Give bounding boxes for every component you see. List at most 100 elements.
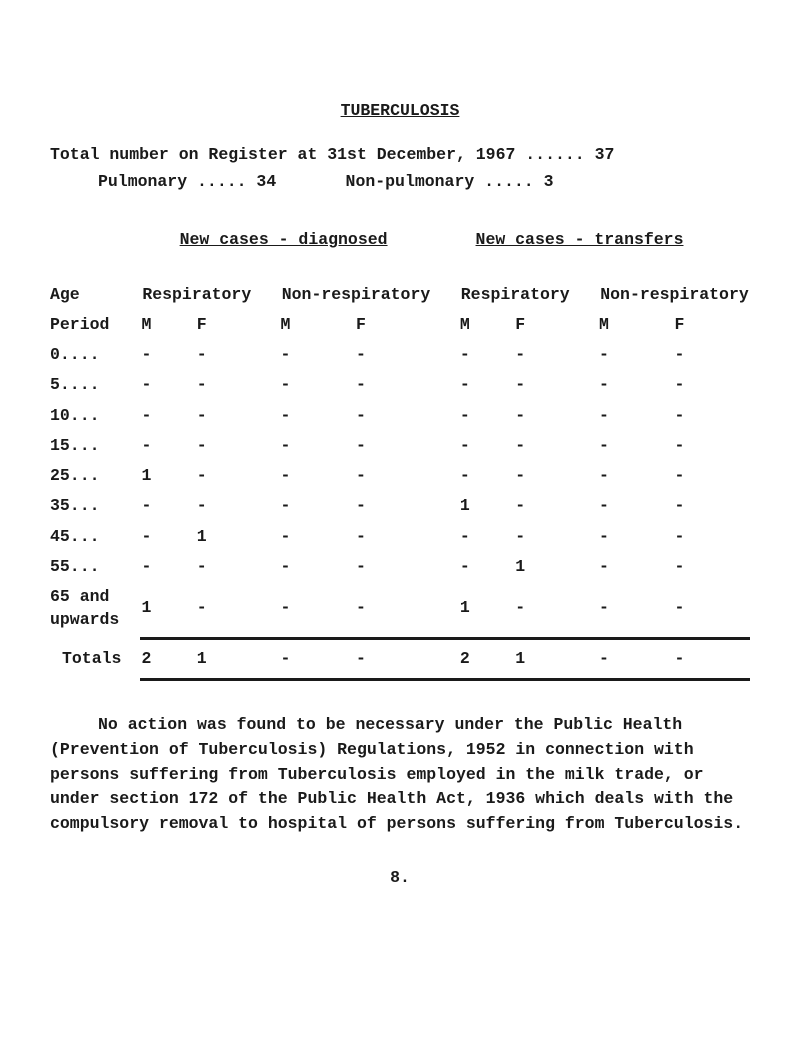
totals-cell: - xyxy=(281,644,356,674)
totals-cell: - xyxy=(356,644,431,674)
age-label: Age xyxy=(50,280,141,310)
value-cell: - xyxy=(281,431,356,461)
m-head: M xyxy=(599,310,674,340)
gap-cell xyxy=(571,552,599,582)
value-cell: - xyxy=(141,522,196,552)
diag-resp-head: Respiratory xyxy=(141,280,252,310)
value-cell: - xyxy=(599,491,674,521)
value-cell: - xyxy=(197,552,252,582)
f-head: F xyxy=(356,310,431,340)
value-cell: - xyxy=(460,401,515,431)
period-cell: 35... xyxy=(50,491,141,521)
gap-cell xyxy=(431,431,459,461)
value-cell: - xyxy=(460,431,515,461)
value-cell: 1 xyxy=(197,522,252,552)
period-cell: 25... xyxy=(50,461,141,491)
value-cell: - xyxy=(674,552,750,582)
value-cell: 1 xyxy=(460,582,515,635)
value-cell: - xyxy=(674,491,750,521)
table-row: 0....-------- xyxy=(50,340,750,370)
value-cell: - xyxy=(515,582,570,635)
value-cell: - xyxy=(356,340,431,370)
value-cell: - xyxy=(599,522,674,552)
value-cell: - xyxy=(674,522,750,552)
gap-cell xyxy=(571,431,599,461)
gap-cell xyxy=(571,582,599,635)
value-cell: - xyxy=(197,491,252,521)
gap-cell xyxy=(252,552,280,582)
diagnosed-heading: New cases - diagnosed xyxy=(180,230,388,249)
value-cell: - xyxy=(674,461,750,491)
gap-cell xyxy=(431,340,459,370)
col-head-row-2: Period M F M F M F M F xyxy=(50,310,750,340)
table-row: 15...-------- xyxy=(50,431,750,461)
value-cell: 1 xyxy=(515,552,570,582)
value-cell: - xyxy=(515,461,570,491)
value-cell: - xyxy=(356,491,431,521)
totals-cell: - xyxy=(674,644,750,674)
page-number: 8. xyxy=(50,867,750,889)
tb-table: Age Respiratory Non-respiratory Respirat… xyxy=(50,280,750,685)
value-cell: - xyxy=(356,370,431,400)
f-head: F xyxy=(674,310,750,340)
diag-nonresp-head: Non-respiratory xyxy=(281,280,432,310)
value-cell: - xyxy=(599,582,674,635)
value-cell: - xyxy=(515,340,570,370)
value-cell: - xyxy=(356,401,431,431)
rule-below-totals xyxy=(140,678,750,681)
value-cell: - xyxy=(141,431,196,461)
table-row: 10...-------- xyxy=(50,401,750,431)
value-cell: - xyxy=(515,370,570,400)
page: TUBERCULOSIS Total number on Register at… xyxy=(0,0,800,889)
value-cell: - xyxy=(197,582,252,635)
register-breakdown-line: Pulmonary ..... 34 Non-pulmonary ..... 3 xyxy=(50,171,750,193)
period-cell: 0.... xyxy=(50,340,141,370)
value-cell: - xyxy=(281,522,356,552)
value-cell: - xyxy=(141,340,196,370)
value-cell: - xyxy=(515,522,570,552)
gap-cell xyxy=(571,401,599,431)
gap-cell xyxy=(571,340,599,370)
gap-cell xyxy=(252,370,280,400)
value-cell: - xyxy=(460,522,515,552)
value-cell: - xyxy=(460,340,515,370)
value-cell: - xyxy=(460,552,515,582)
period-cell: 5.... xyxy=(50,370,141,400)
m-head: M xyxy=(141,310,196,340)
value-cell: - xyxy=(599,401,674,431)
gap-cell xyxy=(571,522,599,552)
gap-cell xyxy=(252,522,280,552)
value-cell: - xyxy=(141,401,196,431)
value-cell: - xyxy=(141,552,196,582)
value-cell: - xyxy=(281,340,356,370)
value-cell: - xyxy=(599,370,674,400)
period-cell: 55... xyxy=(50,552,141,582)
value-cell: - xyxy=(356,522,431,552)
value-cell: - xyxy=(674,582,750,635)
value-cell: - xyxy=(599,461,674,491)
value-cell: - xyxy=(141,491,196,521)
value-cell: - xyxy=(197,431,252,461)
gap-cell xyxy=(431,461,459,491)
value-cell: - xyxy=(356,431,431,461)
gap-cell xyxy=(252,461,280,491)
value-cell: - xyxy=(197,370,252,400)
totals-label: Totals xyxy=(50,644,141,674)
gap-cell xyxy=(571,461,599,491)
value-cell: - xyxy=(674,431,750,461)
f-head: F xyxy=(197,310,252,340)
value-cell: - xyxy=(356,461,431,491)
value-cell: - xyxy=(281,552,356,582)
value-cell: - xyxy=(281,370,356,400)
section-headings: New cases - diagnosedNew cases - transfe… xyxy=(50,207,750,274)
value-cell: - xyxy=(281,491,356,521)
value-cell: - xyxy=(460,461,515,491)
value-cell: 1 xyxy=(141,582,196,635)
gap-cell xyxy=(252,401,280,431)
m-head: M xyxy=(460,310,515,340)
table-row: 55...-----1-- xyxy=(50,552,750,582)
totals-cell: 1 xyxy=(515,644,570,674)
value-cell: - xyxy=(356,582,431,635)
table-row: 5....-------- xyxy=(50,370,750,400)
value-cell: - xyxy=(674,401,750,431)
